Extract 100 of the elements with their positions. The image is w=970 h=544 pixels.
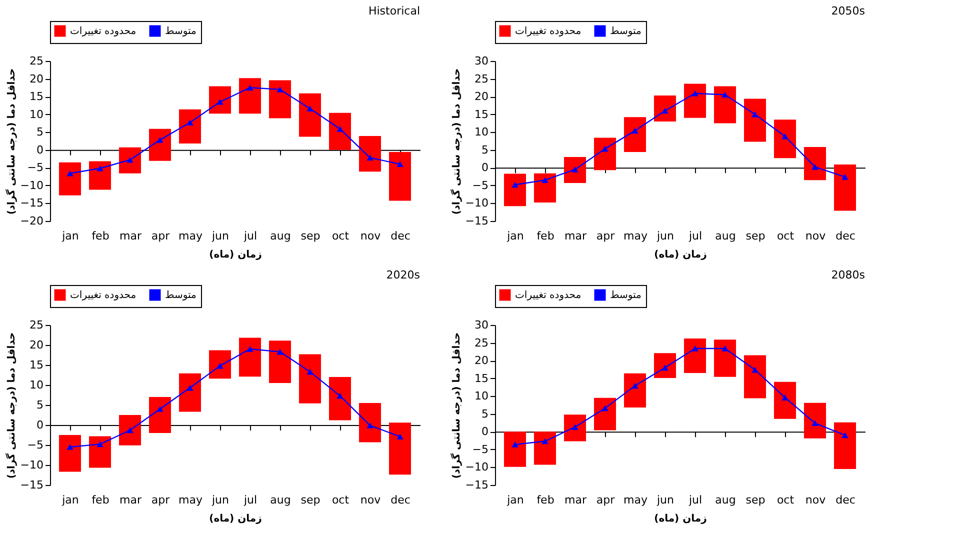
x-tick-label: aug xyxy=(270,230,291,242)
point xyxy=(336,126,344,132)
x-tick-label: apr xyxy=(596,494,616,506)
point xyxy=(306,368,314,375)
point xyxy=(542,438,548,444)
point xyxy=(842,174,848,180)
bar xyxy=(269,80,291,118)
point xyxy=(186,384,194,391)
bar xyxy=(774,382,796,419)
legend-label: متوسط xyxy=(165,26,196,37)
x-tick-label: apr xyxy=(151,494,170,506)
x-tick-label: oct xyxy=(776,230,795,242)
point xyxy=(632,382,638,389)
x-tick-label: sep xyxy=(300,230,320,242)
x-tick-label: may xyxy=(178,230,203,242)
x-tick-label: aug xyxy=(270,494,291,506)
point xyxy=(722,346,728,352)
chart-title: 2020s xyxy=(386,268,420,282)
chart-title: 2080s xyxy=(831,268,866,282)
x-tick-label: mar xyxy=(120,494,142,506)
point xyxy=(96,441,104,448)
y-tick-label: 25 xyxy=(474,72,488,86)
bar xyxy=(504,432,526,467)
x-tick-label: jan xyxy=(506,230,524,242)
y-tick-label: 5 xyxy=(36,126,44,139)
x-tick-label: jul xyxy=(242,494,258,506)
legend-label: محدوده تغییرات xyxy=(70,26,136,37)
y-tick-label: −15 xyxy=(465,478,488,492)
point xyxy=(66,444,74,450)
bar xyxy=(179,373,201,412)
x-tick-label: feb xyxy=(536,230,554,242)
y-tick-label: 10 xyxy=(474,126,488,139)
point xyxy=(396,434,404,440)
bar xyxy=(684,338,706,373)
y-tick-label: 10 xyxy=(30,378,44,392)
legend-label: متوسط xyxy=(610,290,642,301)
bar xyxy=(119,415,141,446)
x-tick-label: aug xyxy=(715,230,736,242)
y-tick-label: −10 xyxy=(465,196,488,210)
x-tick-label: apr xyxy=(151,230,170,242)
bar xyxy=(594,138,616,170)
x-tick-label: jun xyxy=(211,230,230,242)
point xyxy=(752,366,758,373)
x-tick-label: may xyxy=(178,494,203,506)
x-tick-label: sep xyxy=(746,494,766,506)
x-tick-label: mar xyxy=(564,494,587,506)
x-tick-label: oct xyxy=(332,230,350,242)
point xyxy=(366,154,374,161)
point xyxy=(306,106,314,112)
bar xyxy=(239,338,261,377)
bar xyxy=(744,98,766,142)
bar xyxy=(149,128,171,161)
y-tick-label: 5 xyxy=(482,407,488,420)
x-tick-label: oct xyxy=(776,494,795,506)
x-tick-label: jan xyxy=(61,230,79,242)
x-tick-label: may xyxy=(624,230,648,242)
point xyxy=(782,394,788,400)
y-tick-label: 10 xyxy=(30,108,44,121)
y-tick-label: 30 xyxy=(474,54,488,68)
x-tick-label: jun xyxy=(656,230,674,242)
chart-title: Historical xyxy=(368,4,420,18)
x-tick-label: dec xyxy=(836,230,856,242)
point xyxy=(692,90,698,96)
y-tick-label: 10 xyxy=(474,390,488,403)
point xyxy=(512,182,518,188)
bar xyxy=(804,147,826,180)
y-tick-label: 15 xyxy=(30,358,44,372)
y-tick-label: 25 xyxy=(474,336,488,350)
y-tick-label: 0 xyxy=(36,143,44,156)
bar xyxy=(359,136,381,172)
y-tick-label: −5 xyxy=(27,438,44,452)
bar xyxy=(299,93,321,137)
bar xyxy=(209,350,231,379)
x-tick-label: feb xyxy=(92,494,110,506)
bar xyxy=(389,422,411,475)
legend-label: محدوده تغییرات xyxy=(515,290,582,301)
bar xyxy=(564,414,586,442)
bar xyxy=(714,86,736,124)
point xyxy=(602,405,608,412)
x-tick-label: sep xyxy=(746,230,766,242)
x-tick-label: mar xyxy=(564,230,587,242)
y-tick-label: 15 xyxy=(30,90,44,104)
point xyxy=(96,165,104,172)
y-tick-label: −5 xyxy=(472,178,488,192)
x-tick-label: aug xyxy=(715,494,736,506)
y-tick-label: −5 xyxy=(27,161,44,174)
bar xyxy=(534,432,556,465)
y-tick-label: 25 xyxy=(30,318,44,332)
x-tick-label: jun xyxy=(656,494,674,506)
bar xyxy=(89,161,111,190)
bar xyxy=(59,435,81,472)
point xyxy=(276,348,284,355)
y-tick-label: 20 xyxy=(474,354,488,368)
x-tick-label: nov xyxy=(360,230,382,242)
y-tick-label: 25 xyxy=(30,54,44,68)
x-tick-label: nov xyxy=(805,494,826,506)
bar xyxy=(119,147,141,174)
bar xyxy=(654,95,676,122)
x-tick-label: oct xyxy=(332,494,350,506)
x-axis-title: زمان (ماه) xyxy=(654,250,708,260)
